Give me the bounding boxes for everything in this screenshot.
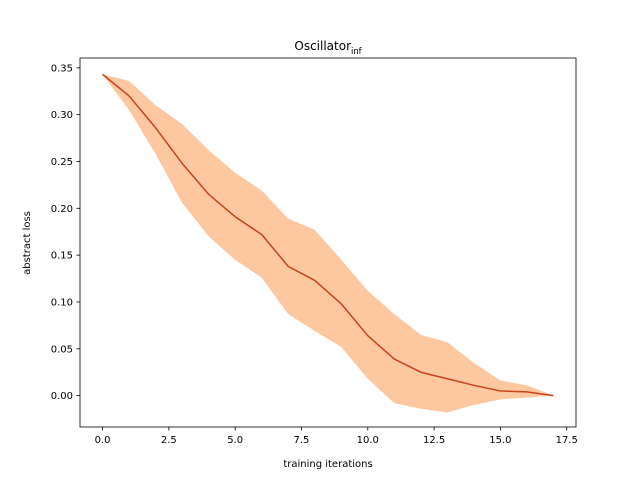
chart-title-subscript: inf <box>351 46 363 56</box>
y-tick-label: 0.10 <box>51 297 73 308</box>
y-tick-label: 0.35 <box>51 63 73 74</box>
x-tick-label: 15.0 <box>489 435 511 446</box>
x-tick-label: 12.5 <box>423 435 445 446</box>
y-tick-label: 0.30 <box>51 110 73 121</box>
x-tick-label: 10.0 <box>357 435 379 446</box>
chart-title: Oscillatorinf <box>294 39 362 56</box>
x-tick-label: 2.5 <box>161 435 177 446</box>
x-axis-label: training iterations <box>283 459 372 470</box>
y-tick-label: 0.20 <box>51 204 73 215</box>
y-tick-label: 0.00 <box>51 391 73 402</box>
x-tick-label: 7.5 <box>294 435 310 446</box>
plot-area <box>103 74 554 412</box>
y-tick-label: 0.25 <box>51 157 73 168</box>
y-tick-label: 0.15 <box>51 251 73 262</box>
x-tick-label: 17.5 <box>556 435 578 446</box>
y-axis-label: abstract loss <box>22 211 33 275</box>
y-tick-label: 0.05 <box>51 344 73 355</box>
confidence-band <box>103 74 554 412</box>
x-tick-label: 0.0 <box>95 435 111 446</box>
x-tick-label: 5.0 <box>227 435 243 446</box>
